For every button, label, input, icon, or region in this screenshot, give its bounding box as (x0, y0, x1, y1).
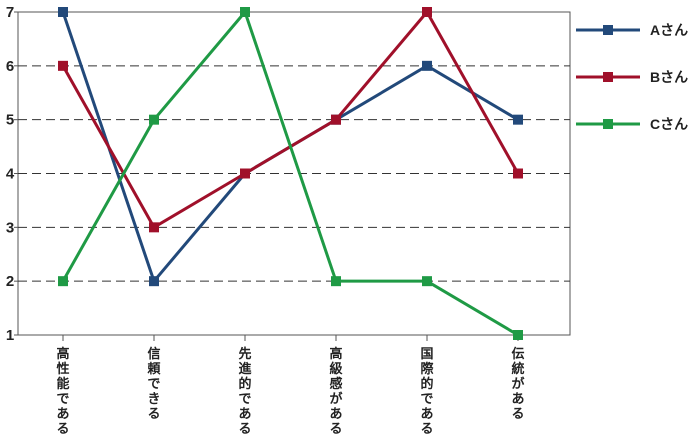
data-point (331, 114, 341, 125)
data-point (58, 276, 68, 287)
y-tick-label: 2 (6, 273, 14, 290)
svg-text:高: 高 (329, 346, 342, 362)
series-line (61, 10, 519, 337)
svg-text:性: 性 (56, 361, 69, 377)
y-tick-label: 1 (6, 327, 14, 344)
legend-item: Aさん (576, 22, 688, 38)
legend-marker (603, 25, 613, 35)
svg-text:統: 統 (511, 361, 524, 377)
legend: Aさん Bさん Cさん (576, 22, 688, 132)
svg-text:高: 高 (56, 346, 69, 362)
svg-text:能: 能 (56, 376, 69, 392)
legend-label: Bさん (650, 69, 688, 85)
svg-text:が: が (329, 391, 342, 407)
series-group (58, 7, 523, 340)
y-tick-label: 5 (6, 112, 14, 129)
svg-text:で: で (238, 392, 251, 407)
data-point (422, 60, 432, 71)
svg-text:る: る (238, 422, 251, 437)
data-point (513, 168, 523, 179)
svg-text:級: 級 (329, 361, 342, 377)
svg-text:が: が (511, 376, 524, 392)
data-point (240, 7, 250, 17)
legend-label: Aさん (650, 22, 688, 38)
svg-text:あ: あ (420, 407, 433, 422)
svg-text:で: で (56, 392, 69, 407)
data-point (422, 7, 432, 17)
svg-text:頼: 頼 (146, 361, 161, 377)
svg-text:あ: あ (238, 407, 251, 422)
data-point (513, 330, 523, 340)
y-tick-label: 6 (6, 58, 14, 75)
y-tick-label: 4 (6, 166, 15, 183)
svg-text:信: 信 (147, 346, 160, 362)
data-point (331, 276, 341, 287)
y-tick-label: 7 (6, 4, 14, 21)
svg-text:る: る (56, 422, 69, 437)
y-axis-ticks: 1 2 3 4 5 6 7 (6, 4, 18, 344)
svg-text:あ: あ (56, 407, 69, 422)
data-point (58, 60, 68, 71)
svg-text:際: 際 (420, 361, 434, 377)
data-point (58, 7, 68, 17)
legend-marker (603, 119, 613, 129)
svg-text:的: 的 (420, 376, 433, 392)
svg-text:的: 的 (238, 376, 251, 392)
legend-item: Cさん (576, 116, 688, 132)
data-point (240, 168, 250, 179)
legend-label: Cさん (650, 116, 688, 132)
svg-text:あ: あ (511, 392, 524, 407)
svg-text:る: る (147, 407, 160, 422)
legend-item: Bさん (576, 69, 688, 85)
svg-text:伝: 伝 (511, 346, 524, 362)
legend-marker (603, 72, 613, 82)
svg-text:る: る (511, 407, 524, 422)
data-point (513, 114, 523, 125)
svg-text:先: 先 (238, 346, 251, 362)
data-point (149, 222, 159, 233)
data-point (422, 276, 432, 287)
data-point (149, 276, 159, 287)
svg-text:国: 国 (420, 347, 433, 362)
data-point (149, 114, 159, 125)
svg-text:で: で (420, 392, 433, 407)
gridlines (18, 65, 570, 282)
y-tick-label: 3 (6, 219, 14, 236)
svg-text:あ: あ (329, 407, 342, 422)
svg-text:感: 感 (329, 376, 342, 392)
svg-text:る: る (329, 422, 342, 437)
svg-text:で: で (147, 377, 160, 392)
svg-text:進: 進 (238, 361, 251, 377)
svg-text:き: き (147, 392, 160, 407)
svg-text:る: る (420, 422, 433, 437)
series-3 (58, 7, 523, 340)
